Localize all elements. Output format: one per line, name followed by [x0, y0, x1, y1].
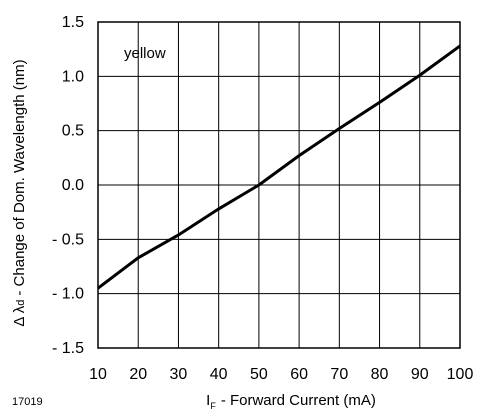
x-tick-label: 10 [89, 366, 107, 383]
x-tick-label: 90 [411, 366, 429, 383]
x-tick-label: 60 [290, 366, 308, 383]
y-tick-label: - 0.5 [52, 231, 84, 248]
y-tick-label: - 1.5 [52, 340, 84, 357]
x-tick-label: 30 [170, 366, 188, 383]
x-tick-label: 40 [210, 366, 228, 383]
x-tick-label: 50 [250, 366, 268, 383]
x-axis-label-subscript: F [210, 401, 216, 411]
x-tick-labels: 10 20 30 40 50 60 70 80 90 100 [89, 366, 473, 383]
x-tick-label: 20 [129, 366, 147, 383]
y-tick-labels: 1.5 1.0 0.5 0.0 - 0.5 - 1.0 - 1.5 [52, 14, 84, 357]
x-tick-label: 70 [330, 366, 348, 383]
y-axis-label: Δ λd - Change of Dom. Wavelength (nm) [11, 59, 28, 326]
y-axis-label-text: - Change of Dom. Wavelength (nm) [11, 59, 28, 295]
series-line-yellow [97, 44, 461, 290]
grid-lines [98, 22, 460, 348]
y-tick-label: 1.5 [62, 14, 84, 31]
x-axis-label-text: - Forward Current (mA) [221, 392, 376, 409]
figure-id: 17019 [12, 396, 43, 408]
y-tick-label: 0.5 [62, 123, 84, 140]
y-tick-label: - 1.0 [52, 286, 84, 303]
y-axis-label-subscript: d [15, 300, 27, 306]
y-tick-label: 1.0 [62, 68, 84, 85]
series-label-yellow: yellow [124, 45, 166, 62]
x-tick-label: 100 [447, 366, 474, 383]
x-axis-label: IF - Forward Current (mA) [206, 392, 376, 411]
plot-frame [97, 21, 461, 349]
x-axis-label-symbol: I [206, 392, 210, 409]
y-axis-label-delta: Δ λ [11, 305, 28, 326]
x-tick-label: 80 [371, 366, 389, 383]
y-tick-label: 0.0 [62, 177, 84, 194]
